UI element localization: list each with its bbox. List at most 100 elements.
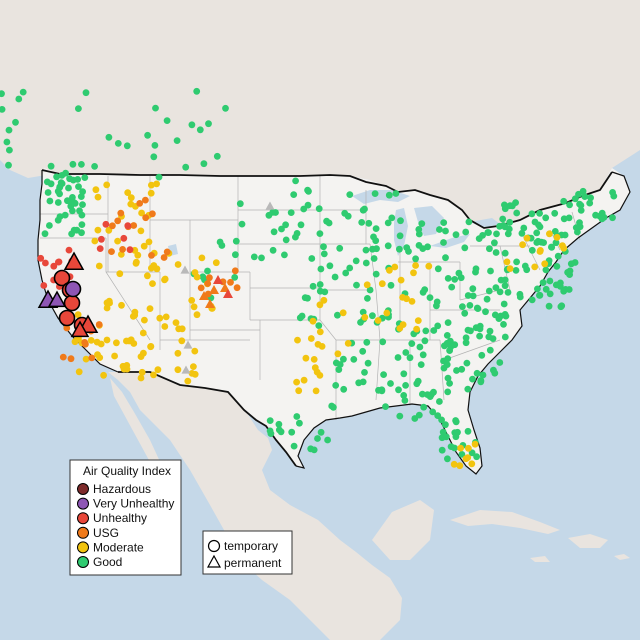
monitor-dot <box>414 377 422 385</box>
monitor-dot <box>123 365 131 373</box>
monitor-dot <box>364 295 371 302</box>
monitor-dot <box>386 266 393 274</box>
monitor-dot <box>506 265 514 272</box>
monitor-dot <box>69 160 77 168</box>
monitor-dot <box>161 323 169 330</box>
monitor-dot <box>362 246 370 254</box>
monitor-dot <box>548 243 555 251</box>
monitor-triangle <box>265 201 275 210</box>
monitor-dot <box>385 191 393 199</box>
monitor-dot <box>81 174 89 182</box>
monitor-dot <box>565 214 573 222</box>
monitor-dot <box>95 262 103 270</box>
monitor-dot <box>307 335 315 342</box>
monitor-dot <box>152 104 159 112</box>
monitor-dot <box>380 371 387 378</box>
monitor-dot <box>413 325 420 333</box>
monitor-triangle <box>213 275 223 284</box>
monitor-dot <box>56 213 64 221</box>
monitor-dot <box>79 201 86 209</box>
monitor-dot <box>361 313 369 321</box>
monitor-dot <box>531 263 539 271</box>
monitor-dot <box>482 308 489 316</box>
monitor-dot <box>174 349 182 357</box>
monitor-dot <box>281 251 288 259</box>
monitor-dot <box>492 249 500 256</box>
monitor-dot <box>501 276 509 284</box>
monitor-dot <box>336 244 344 252</box>
monitor-dot <box>461 244 469 252</box>
monitor-dot <box>478 351 486 359</box>
monitor-dot <box>316 328 324 336</box>
monitor-dot <box>581 193 589 201</box>
monitor-dot <box>473 453 480 461</box>
monitor-dot <box>501 249 509 257</box>
monitor-dot <box>395 386 402 394</box>
monitor-dot <box>3 138 11 146</box>
monitor-triangle <box>220 283 230 292</box>
monitor-dot <box>456 462 464 470</box>
monitor-dot <box>302 354 310 362</box>
monitor-dot <box>440 239 447 246</box>
monitor-dot <box>426 294 434 301</box>
legend-swatch-usg <box>77 526 89 539</box>
monitor-dot <box>50 262 58 270</box>
monitor-dot <box>462 334 470 342</box>
monitor-points <box>0 87 618 470</box>
monitor-dot <box>57 179 65 187</box>
monitor-dot <box>190 363 197 370</box>
monitor-dot <box>148 264 155 272</box>
monitor-dot <box>76 207 83 215</box>
temporary-circle-icon <box>207 539 221 553</box>
monitor-dot <box>41 230 49 238</box>
monitor-dot <box>108 248 115 256</box>
monitor-dot <box>479 371 487 379</box>
monitor-dot <box>483 295 491 303</box>
monitor-dot <box>492 284 500 291</box>
monitor-dot <box>450 460 458 468</box>
monitor-dot <box>342 269 350 277</box>
monitor-dot <box>54 187 62 195</box>
baja-peninsula <box>110 378 170 484</box>
monitor-dot <box>545 302 553 310</box>
monitor-dot <box>438 416 445 424</box>
monitor-dot <box>98 235 105 243</box>
monitor-dot <box>12 118 19 126</box>
monitor-dot <box>379 338 387 346</box>
monitor-dot <box>172 319 180 326</box>
monitor-dot <box>78 221 86 229</box>
monitor-dot <box>238 220 246 228</box>
monitor-dot <box>506 218 514 226</box>
monitor-dot <box>304 294 311 302</box>
monitor-dot <box>213 152 221 160</box>
monitor-dot <box>199 273 207 281</box>
monitor-dot <box>102 220 110 228</box>
lake-erie <box>430 234 470 248</box>
monitor-dot <box>316 287 324 295</box>
monitor-dot <box>294 336 301 344</box>
monitor-dot <box>340 385 348 393</box>
monitor-dot <box>396 412 404 420</box>
monitor-dot <box>424 243 431 251</box>
monitor-dot <box>586 199 594 207</box>
monitor-dot <box>534 237 542 245</box>
monitor-dot <box>509 202 516 210</box>
monitor-dot <box>513 209 521 217</box>
monitor-dot <box>434 322 442 330</box>
monitor-dot <box>222 104 229 112</box>
monitor-dot <box>415 411 423 419</box>
monitor-dot <box>174 366 182 374</box>
monitor-dot <box>15 95 23 103</box>
monitor-dot <box>148 252 155 259</box>
monitor-dot <box>362 259 370 267</box>
monitor-dot <box>258 254 265 262</box>
legend-label-moderate: Moderate <box>93 540 144 554</box>
monitor-dot <box>314 435 321 442</box>
monitor-dot <box>466 302 474 309</box>
monitor-dot <box>114 237 121 245</box>
monitor-dot <box>468 460 476 468</box>
monitor-dot <box>504 230 512 238</box>
monitor-dot <box>149 280 156 287</box>
monitor-dot <box>353 281 360 289</box>
